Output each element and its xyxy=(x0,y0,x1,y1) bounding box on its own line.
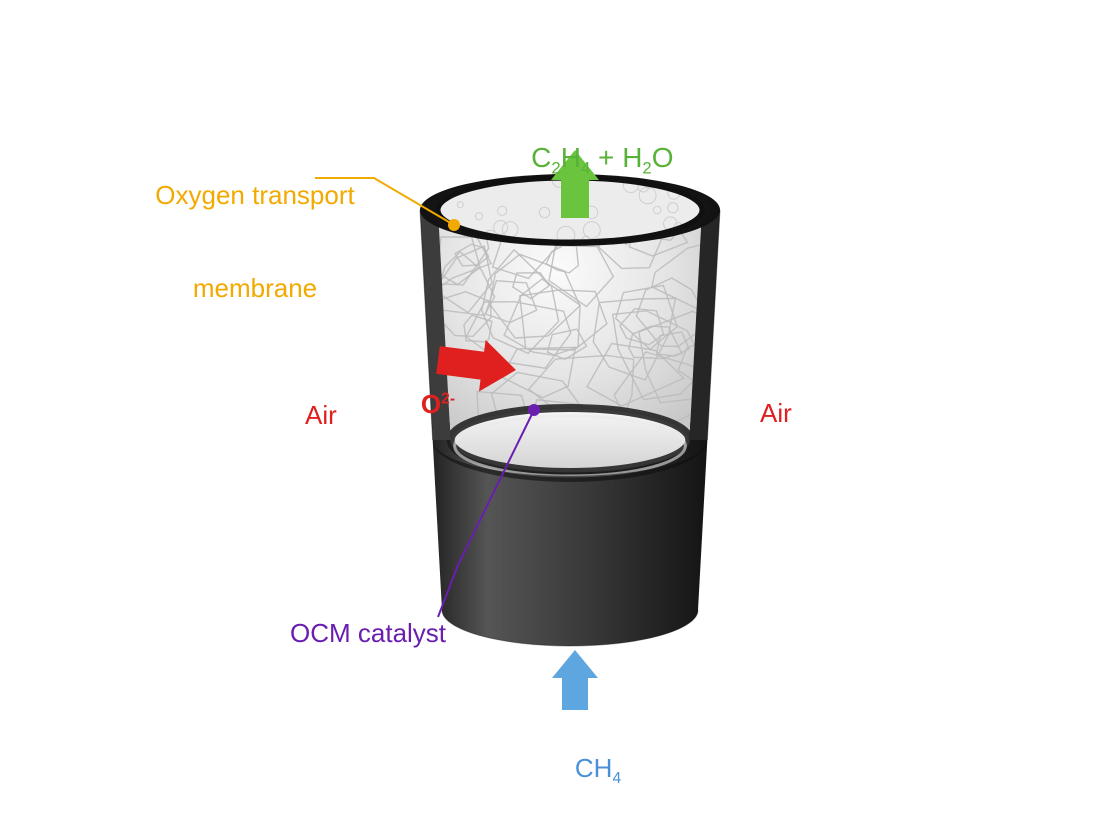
label-ch4: CH4 xyxy=(546,722,621,819)
label-oxygen-transport-membrane: Oxygen transport membrane xyxy=(140,118,370,366)
label-membrane-line1: Oxygen transport xyxy=(140,180,370,211)
label-o2-ion: O2- xyxy=(392,358,455,451)
label-product: C2H4 + H2O xyxy=(500,110,674,211)
label-membrane-line2: membrane xyxy=(140,273,370,304)
label-ocm-catalyst: OCM catalyst xyxy=(290,618,446,649)
label-air-right: Air xyxy=(760,398,792,429)
diagram-stage: Oxygen transport membrane C2H4 + H2O Air… xyxy=(0,0,1115,827)
label-air-left: Air xyxy=(305,400,337,431)
